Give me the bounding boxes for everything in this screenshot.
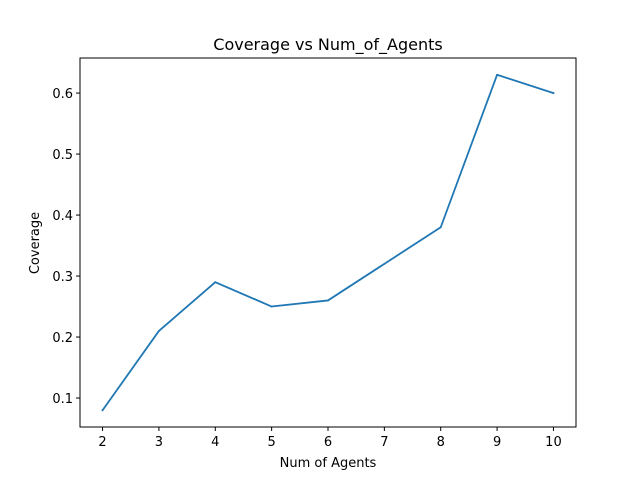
y-tick-label: 0.4 bbox=[52, 209, 73, 224]
x-tick-label: 2 bbox=[98, 435, 106, 450]
x-tick-label: 5 bbox=[267, 435, 275, 450]
chart-title: Coverage vs Num_of_Agents bbox=[213, 35, 442, 55]
data-point bbox=[496, 73, 498, 76]
x-tick-label: 3 bbox=[155, 435, 163, 450]
x-tick-label: 6 bbox=[324, 435, 332, 450]
y-tick-label: 0.5 bbox=[52, 148, 73, 163]
data-point bbox=[327, 299, 329, 302]
data-point bbox=[101, 409, 104, 412]
data-point bbox=[552, 92, 555, 94]
data-point bbox=[439, 226, 442, 229]
y-tick-label: 0.6 bbox=[52, 87, 73, 102]
x-tick-label: 8 bbox=[437, 435, 445, 450]
plot-area: 2 3 4 5 6 7 8 9 10 0.1 0.2 0.3 0.4 0.5 0.6 bbox=[52, 73, 562, 450]
x-tick-label: 4 bbox=[211, 435, 219, 450]
x-tick-label: 10 bbox=[545, 435, 562, 450]
x-tick-label: 7 bbox=[380, 435, 388, 450]
x-axis-label: Num of Agents bbox=[280, 456, 377, 471]
y-tick-label: 0.2 bbox=[52, 331, 73, 346]
data-point bbox=[383, 262, 386, 265]
data-point bbox=[270, 305, 273, 308]
y-tick-label: 0.3 bbox=[52, 270, 73, 285]
data-point bbox=[158, 330, 160, 332]
y-tick-label: 0.1 bbox=[52, 392, 73, 407]
y-axis-label: Coverage bbox=[28, 212, 43, 274]
data-point bbox=[214, 281, 217, 284]
x-tick-label: 9 bbox=[493, 435, 501, 450]
plot-frame bbox=[79, 57, 577, 428]
